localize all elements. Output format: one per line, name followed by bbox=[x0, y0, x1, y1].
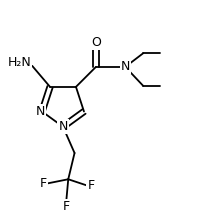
Text: N: N bbox=[58, 120, 68, 133]
Text: F: F bbox=[87, 179, 94, 192]
Text: H₂N: H₂N bbox=[7, 56, 31, 69]
Text: O: O bbox=[91, 36, 101, 49]
Text: N: N bbox=[121, 60, 130, 73]
Text: F: F bbox=[40, 177, 47, 190]
Text: N: N bbox=[36, 105, 45, 118]
Text: F: F bbox=[63, 200, 70, 213]
